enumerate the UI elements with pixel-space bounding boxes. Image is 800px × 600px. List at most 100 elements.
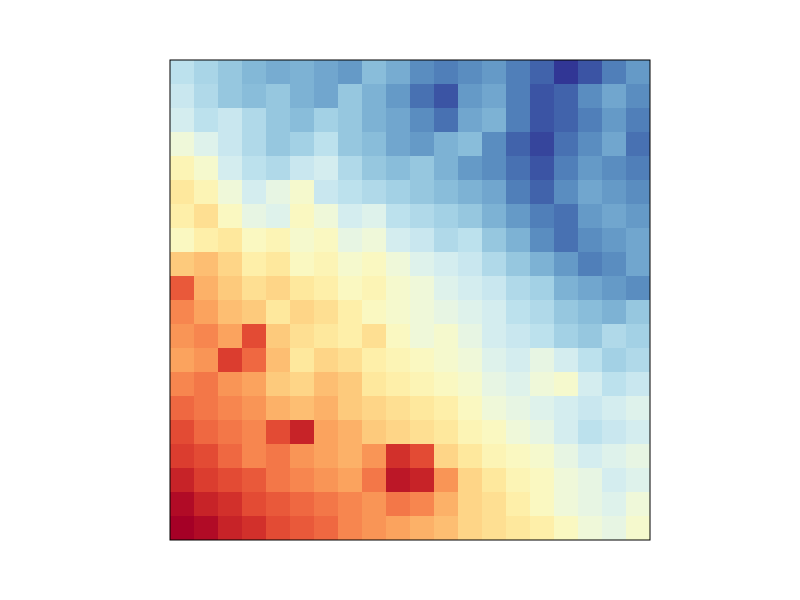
heatmap-cell (482, 372, 507, 397)
heatmap-cell (410, 348, 435, 373)
heatmap-cell (458, 444, 483, 469)
heatmap-cell (434, 156, 459, 181)
heatmap-cell (338, 156, 363, 181)
heatmap-cell (314, 60, 339, 85)
heatmap-cell (266, 324, 291, 349)
heatmap-cell (482, 228, 507, 253)
heatmap-cell (458, 228, 483, 253)
heatmap-cell (482, 468, 507, 493)
heatmap-cell (602, 228, 627, 253)
heatmap-cell (218, 516, 243, 540)
heatmap-cell (434, 492, 459, 517)
heatmap-cell (290, 396, 315, 421)
heatmap-cell (266, 204, 291, 229)
heatmap-cell (506, 420, 531, 445)
heatmap-cell (386, 132, 411, 157)
heatmap-cell (530, 420, 555, 445)
heatmap-cell (530, 516, 555, 540)
heatmap-cell (362, 516, 387, 540)
heatmap-cell (410, 228, 435, 253)
heatmap-cell (554, 420, 579, 445)
heatmap-cell (170, 492, 195, 517)
heatmap-cell (410, 396, 435, 421)
heatmap-cell (554, 300, 579, 325)
heatmap-cell (434, 396, 459, 421)
heatmap-cell (578, 300, 603, 325)
heatmap-cell (314, 108, 339, 133)
heatmap-cell (386, 108, 411, 133)
heatmap-cell (506, 84, 531, 109)
heatmap-cell (242, 156, 267, 181)
heatmap-cell (530, 84, 555, 109)
heatmap-cell (362, 444, 387, 469)
chart (0, 0, 800, 600)
heatmap-cell (386, 252, 411, 277)
heatmap-cell (218, 396, 243, 421)
heatmap-cell (602, 276, 627, 301)
heatmap-cell (410, 516, 435, 540)
heatmap-cell (386, 180, 411, 205)
heatmap-cell (338, 180, 363, 205)
heatmap-cell (410, 324, 435, 349)
heatmap-cell (554, 156, 579, 181)
heatmap-cell (554, 444, 579, 469)
heatmap-cell (194, 300, 219, 325)
heatmap-cell (578, 348, 603, 373)
heatmap-cell (194, 492, 219, 517)
heatmap-cell (482, 492, 507, 517)
heatmap-cell (626, 324, 650, 349)
heatmap-cell (218, 156, 243, 181)
heatmap-cell (362, 252, 387, 277)
heatmap-cell (170, 156, 195, 181)
heatmap-cell (578, 492, 603, 517)
heatmap-cell (554, 228, 579, 253)
heatmap-cell (482, 420, 507, 445)
heatmap-cell (170, 516, 195, 540)
heatmap-cell (386, 84, 411, 109)
heatmap-cell (506, 60, 531, 85)
heatmap-cell (242, 396, 267, 421)
heatmap-cell (338, 372, 363, 397)
heatmap-cell (170, 252, 195, 277)
heatmap-cell (578, 60, 603, 85)
heatmap-cell (218, 324, 243, 349)
heatmap-cell (338, 108, 363, 133)
heatmap-cell (290, 444, 315, 469)
heatmap-cell (626, 444, 650, 469)
heatmap-cell (626, 420, 650, 445)
heatmap-cell (290, 156, 315, 181)
heatmap-cell (434, 204, 459, 229)
heatmap-cell (242, 492, 267, 517)
heatmap-cell (434, 180, 459, 205)
heatmap-cell (626, 156, 650, 181)
heatmap-cell (266, 516, 291, 540)
heatmap-cell (266, 372, 291, 397)
heatmap-cell (362, 156, 387, 181)
heatmap-cell (218, 276, 243, 301)
heatmap-cell (578, 420, 603, 445)
heatmap-cell (242, 516, 267, 540)
heatmap-cell (578, 132, 603, 157)
heatmap-cell (266, 468, 291, 493)
heatmap-cell (362, 300, 387, 325)
heatmap-cell (170, 420, 195, 445)
heatmap-cell (386, 276, 411, 301)
heatmap-cell (602, 84, 627, 109)
heatmap-cell (626, 396, 650, 421)
heatmap-cell (410, 156, 435, 181)
heatmap-cell (362, 492, 387, 517)
heatmap-cell (266, 348, 291, 373)
heatmap-cell (386, 300, 411, 325)
heatmap-cell (218, 204, 243, 229)
heatmap-cell (314, 252, 339, 277)
heatmap-cell (506, 204, 531, 229)
heatmap-cell (530, 228, 555, 253)
heatmap-cell (362, 132, 387, 157)
heatmap-cell (506, 516, 531, 540)
heatmap-cell (194, 108, 219, 133)
heatmap-cell (554, 324, 579, 349)
heatmap-cell (578, 276, 603, 301)
heatmap-cell (578, 516, 603, 540)
heatmap-cell (434, 444, 459, 469)
heatmap-cell (458, 396, 483, 421)
